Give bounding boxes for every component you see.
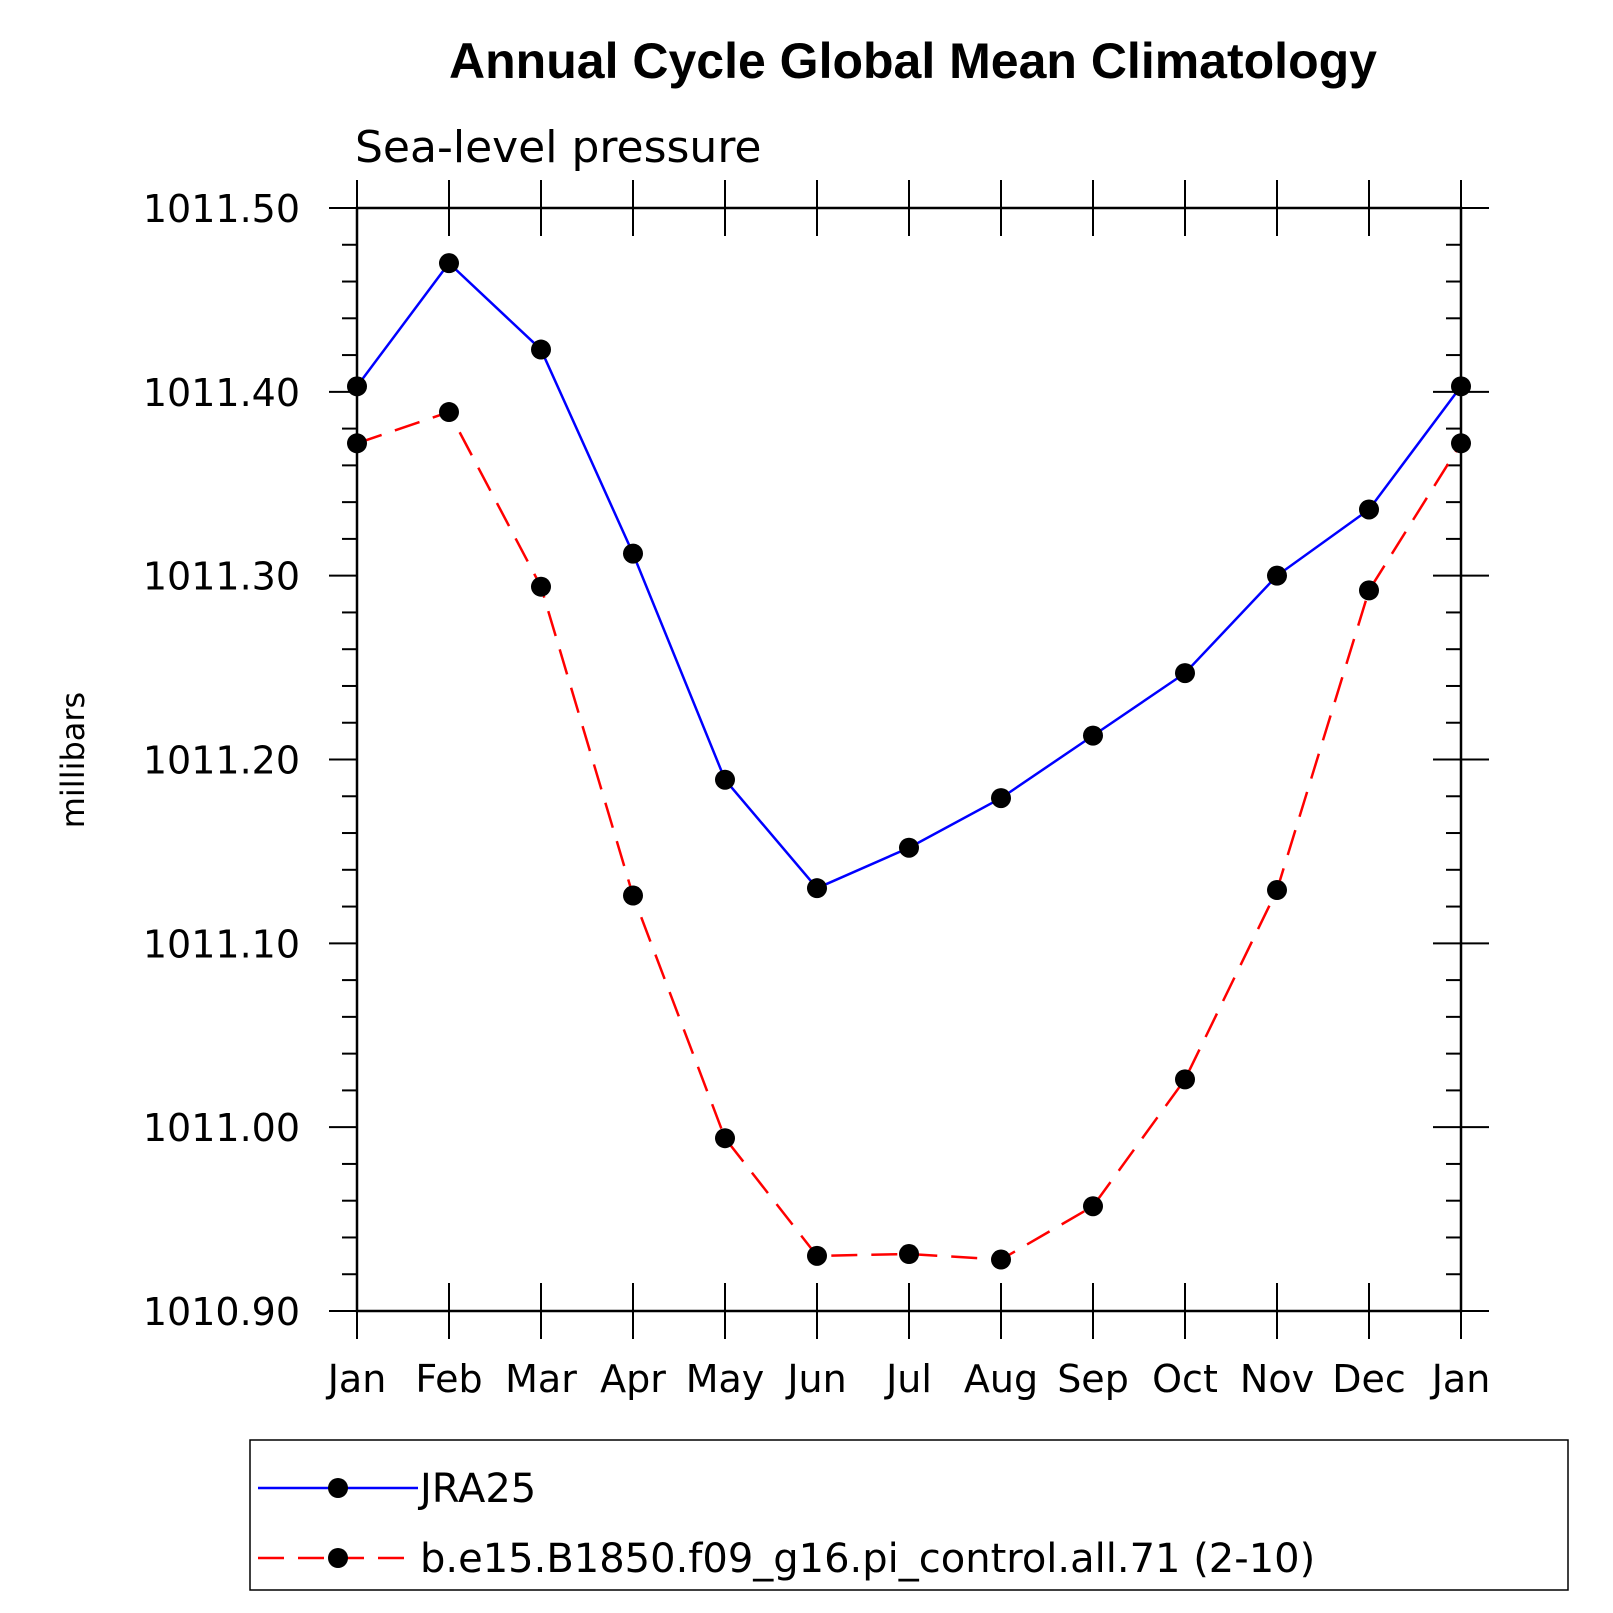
series-line-2 — [356, 410, 1463, 1261]
series-1-point — [439, 253, 459, 274]
series-2-point — [439, 402, 459, 423]
x-tick-label: Apr — [600, 1357, 666, 1401]
x-tick-label: Nov — [1240, 1357, 1314, 1401]
x-axis-ticks — [356, 180, 1462, 1339]
series-1-point — [1359, 499, 1379, 520]
series-1-point — [531, 339, 551, 360]
series-2-point — [1083, 1196, 1103, 1217]
y-tick-label: 1011.10 — [143, 922, 300, 966]
x-tick-label: Jul — [884, 1357, 932, 1401]
plot-frame — [355, 206, 1463, 1313]
series-2-point — [1267, 880, 1287, 901]
series-1-point — [899, 837, 919, 858]
series-line-1 — [355, 261, 1463, 890]
x-tick-label: Jan — [326, 1357, 387, 1401]
x-tick-label: Mar — [505, 1357, 577, 1401]
legend-items: JRA25 b.e15.B1850.f09_g16.pi_control.all.… — [258, 1466, 1315, 1582]
x-tick-label: Jun — [785, 1357, 846, 1401]
legend-label-1: JRA25 — [417, 1466, 536, 1512]
series-2-point — [531, 576, 551, 597]
series-2-point — [715, 1128, 735, 1149]
series-2-point — [899, 1244, 919, 1265]
series-1-point — [1451, 376, 1471, 397]
series-2-point — [1175, 1069, 1195, 1090]
series-layer — [347, 253, 1471, 1270]
y-tick-label: 1011.40 — [143, 371, 300, 415]
x-tick-label: Oct — [1152, 1357, 1218, 1401]
series-1-point — [1083, 725, 1103, 746]
y-tick-label: 1011.30 — [143, 555, 300, 599]
x-axis-tick-labels: Jan Feb Mar Apr May Jun Jul Aug Sep Oct Nov Dec Jan — [326, 1357, 1491, 1401]
series-1-point — [1175, 663, 1195, 684]
y-axis-ticks — [329, 207, 1489, 1312]
y-tick-label: 1011.00 — [143, 1106, 300, 1150]
series-1-point — [807, 878, 827, 899]
x-tick-label: Feb — [415, 1357, 482, 1401]
x-tick-label: May — [686, 1357, 765, 1401]
legend-marker-1 — [328, 1478, 348, 1498]
x-tick-label: Jan — [1430, 1357, 1491, 1401]
series-2-point — [991, 1249, 1011, 1270]
legend-box — [249, 1439, 1569, 1591]
y-tick-label: 1011.50 — [143, 187, 300, 231]
x-tick-label: Sep — [1057, 1357, 1129, 1401]
series-1-point — [991, 788, 1011, 809]
series-2-point — [1451, 433, 1471, 454]
legend-label-2: b.e15.B1850.f09_g16.pi_control.all.71 (2… — [420, 1536, 1315, 1582]
legend: JRA25 b.e15.B1850.f09_g16.pi_control.all.… — [249, 1439, 1569, 1591]
y-tick-label: 1011.20 — [143, 739, 300, 783]
series-2-point — [623, 885, 643, 906]
series-1-point — [623, 543, 643, 564]
series-2-point — [1359, 580, 1379, 601]
series-2-point — [807, 1245, 827, 1266]
y-axis-tick-labels: 1011.50 1011.40 1011.30 1011.20 1011.10 1011.… — [143, 187, 300, 1334]
chart-subtitle: Sea-level pressure — [355, 122, 762, 173]
series-1-point — [715, 769, 735, 790]
series-1-point — [1267, 565, 1287, 586]
chart-title: Annual Cycle Global Mean Climatology — [449, 33, 1377, 89]
series-2-point — [347, 433, 367, 454]
y-axis-label: millibars — [54, 692, 92, 828]
x-tick-label: Aug — [964, 1357, 1038, 1401]
legend-marker-2 — [328, 1548, 348, 1568]
y-tick-label: 1010.90 — [143, 1290, 300, 1334]
x-tick-label: Dec — [1332, 1357, 1406, 1401]
series-1-point — [347, 376, 367, 397]
